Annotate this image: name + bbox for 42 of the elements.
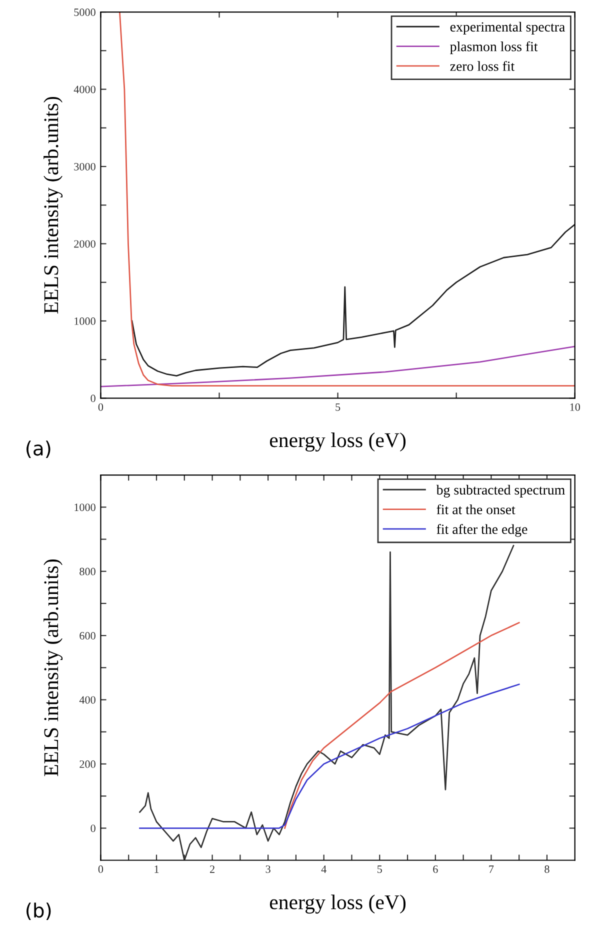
legend-label: zero loss fit [450, 61, 515, 71]
text: (b) [26, 902, 51, 920]
x-tick-label: 0 [98, 865, 104, 873]
x-tick-label: 6 [433, 865, 438, 873]
x-tick-label: 5 [377, 866, 382, 873]
x-tick-label: 1 [154, 865, 159, 873]
x-tick-label: 2 [210, 865, 214, 873]
x-axis-title: energy loss (eV) [270, 432, 406, 452]
y-axis-title: EELS intensity (arb.units) [44, 96, 63, 314]
line-series [131, 224, 575, 376]
y-tick-label: 800 [80, 568, 96, 576]
line-series [118, 12, 575, 387]
y-tick-label: 1000 [74, 317, 96, 325]
x-tick-label: 7 [489, 866, 494, 873]
x-tick-label: 5 [336, 403, 340, 411]
text: (a) [26, 440, 50, 458]
line-series [284, 622, 520, 829]
y-tick-label: 5000 [74, 8, 96, 16]
x-tick-label: 4 [321, 866, 326, 873]
legend-label: bg subtracted spectrum [436, 484, 565, 498]
x-tick-label: 8 [544, 865, 550, 873]
legend-label: fit after the edge [436, 524, 528, 537]
x-tick-label: 0 [98, 403, 104, 411]
y-tick-label: 4000 [74, 86, 96, 94]
x-tick-label: 10 [570, 403, 580, 411]
y-tick-label: 200 [80, 760, 96, 768]
legend-label: experimental spectra [450, 22, 565, 34]
legend-label: plasmon loss fit [450, 41, 538, 54]
y-tick-label: 400 [79, 696, 96, 704]
line-series [139, 544, 514, 860]
line-series [139, 684, 520, 829]
x-tick-label: 3 [266, 865, 270, 873]
y-tick-label: 0 [90, 394, 96, 402]
y-tick-label: 2000 [74, 240, 96, 248]
y-tick-label: 3000 [74, 162, 96, 170]
line-series [100, 346, 575, 388]
legend-label: fit at the onset [436, 504, 516, 514]
y-tick-label: 600 [80, 632, 96, 640]
y-tick-label: 1000 [74, 504, 96, 512]
x-axis-title: energy loss (eV) [270, 894, 406, 914]
y-tick-label: 0 [90, 824, 96, 832]
y-axis-title: EELS intensity (arb.units) [44, 559, 63, 776]
